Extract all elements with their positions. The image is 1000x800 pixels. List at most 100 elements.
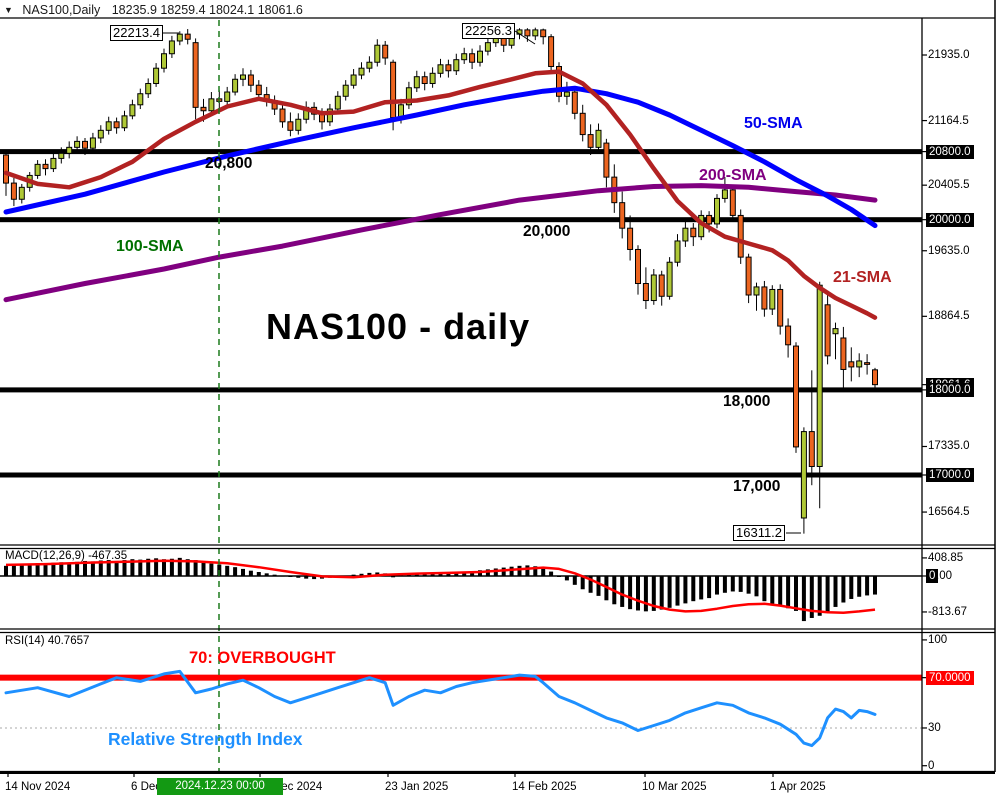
- macd-histogram-bar: [509, 566, 514, 576]
- date-axis-label: 1 Apr 2025: [770, 781, 826, 793]
- candle-down: [619, 202, 626, 229]
- price-axis-boxed-label: 20800.0: [926, 144, 974, 159]
- candle-down: [42, 163, 49, 170]
- macd-histogram-bar: [272, 574, 277, 576]
- macd-histogram-bar: [691, 575, 696, 602]
- macd-histogram-bar: [770, 575, 775, 604]
- candle-down: [445, 64, 452, 72]
- macd-histogram-bar: [667, 575, 672, 608]
- axis-label: -813.67: [928, 605, 968, 618]
- macd-histogram-bar: [778, 575, 783, 607]
- rsi-line: [4, 669, 877, 748]
- axis-label: 100: [928, 633, 948, 646]
- candle-up: [721, 189, 728, 199]
- price-axis-boxed-label: 20000.0: [926, 212, 974, 227]
- overbought-annotation: 70: OVERBOUGHT: [189, 649, 336, 667]
- macd-histogram-bar: [83, 560, 87, 576]
- candle-up: [674, 240, 681, 263]
- candle-down: [469, 53, 476, 63]
- macd-histogram-bar: [225, 565, 230, 576]
- macd-histogram-bar: [651, 575, 656, 611]
- macd-histogram-bar: [162, 559, 166, 576]
- candle-down: [603, 142, 610, 178]
- candle-up: [413, 76, 420, 89]
- macd-histogram-bar: [683, 575, 688, 604]
- price-axis-boxed-label: 0: [926, 568, 939, 583]
- axis-label: 21935.0: [928, 49, 970, 61]
- candle-down: [200, 106, 207, 112]
- candle-down: [587, 134, 594, 148]
- support-resistance-line: [0, 472, 922, 478]
- candle-down: [658, 274, 665, 297]
- candle-up: [334, 95, 341, 110]
- candle-up: [168, 40, 175, 55]
- candle-up: [137, 93, 144, 106]
- macd-histogram-bar: [106, 560, 111, 576]
- candle-up: [66, 146, 73, 154]
- candle-up: [326, 108, 333, 123]
- candle-up: [682, 227, 689, 242]
- candle-up: [342, 84, 349, 97]
- macd-histogram-bar: [296, 575, 301, 578]
- axis-label: 19635.0: [928, 244, 970, 257]
- candle-up: [105, 121, 112, 131]
- candle-up: [89, 137, 96, 149]
- candle-up: [532, 29, 539, 37]
- symbol-dropdown-icon[interactable]: ▼: [4, 5, 13, 15]
- macd-histogram-bar: [628, 575, 633, 610]
- macd-histogram-bar: [209, 563, 214, 576]
- candle-down: [864, 362, 871, 365]
- candle-up: [832, 328, 839, 335]
- macd-histogram-bar: [264, 573, 269, 576]
- candle-up: [74, 140, 81, 148]
- macd-histogram-bar: [35, 563, 40, 576]
- macd-histogram-bar: [130, 559, 135, 576]
- macd-histogram-bar: [146, 558, 151, 576]
- high-callout-22213: 22213.4: [110, 25, 163, 41]
- candle-down: [579, 112, 586, 136]
- rsi-indicator-label: RSI(14) 40.7657: [5, 635, 90, 647]
- candle-down: [793, 345, 799, 448]
- candle-down: [840, 337, 847, 370]
- candle-up: [161, 53, 167, 69]
- high-callout-22256: 22256.3: [462, 23, 515, 39]
- candle-down: [247, 74, 254, 86]
- macd-histogram-bar: [493, 568, 498, 576]
- macd-histogram-bar: [580, 575, 585, 590]
- candle-up: [563, 91, 570, 97]
- macd-histogram-bar: [422, 573, 427, 576]
- macd-histogram-bar: [659, 575, 664, 610]
- macd-histogram-bar: [762, 575, 767, 602]
- candle-up: [650, 274, 657, 302]
- level-label-20000: 20,000: [523, 223, 571, 240]
- macd-histogram-bar: [351, 574, 356, 576]
- macd-histogram-bar: [564, 575, 569, 581]
- price-axis-boxed-label: 17000.0: [926, 468, 974, 482]
- candle-up: [666, 261, 673, 297]
- macd-histogram-bar: [533, 566, 538, 576]
- macd-histogram-bar: [43, 564, 48, 576]
- candle-up: [769, 288, 776, 310]
- macd-histogram-bar: [794, 575, 798, 611]
- macd-histogram-bar: [241, 568, 245, 576]
- candle-up: [208, 98, 215, 112]
- macd-histogram-bar: [786, 575, 791, 609]
- candle-down: [548, 36, 555, 67]
- candle-down: [113, 121, 120, 129]
- candle-down: [390, 61, 397, 119]
- macd-histogram-bar: [193, 560, 198, 576]
- macd-histogram-bar: [248, 570, 253, 576]
- time-axis-line: [0, 771, 995, 774]
- symbol-timeframe: NAS100,Daily: [22, 3, 101, 17]
- candle-up: [58, 152, 65, 159]
- macd-histogram-bar: [67, 563, 72, 576]
- selected-date-chip: 2024.12.23 00:00: [157, 778, 283, 795]
- level-label-20800: 20,800: [205, 155, 253, 172]
- macd-histogram-bar: [801, 575, 806, 622]
- macd-histogram-bar: [280, 575, 285, 577]
- candle-down: [690, 227, 697, 238]
- macd-histogram-bar: [90, 561, 95, 576]
- candle-down: [872, 369, 878, 386]
